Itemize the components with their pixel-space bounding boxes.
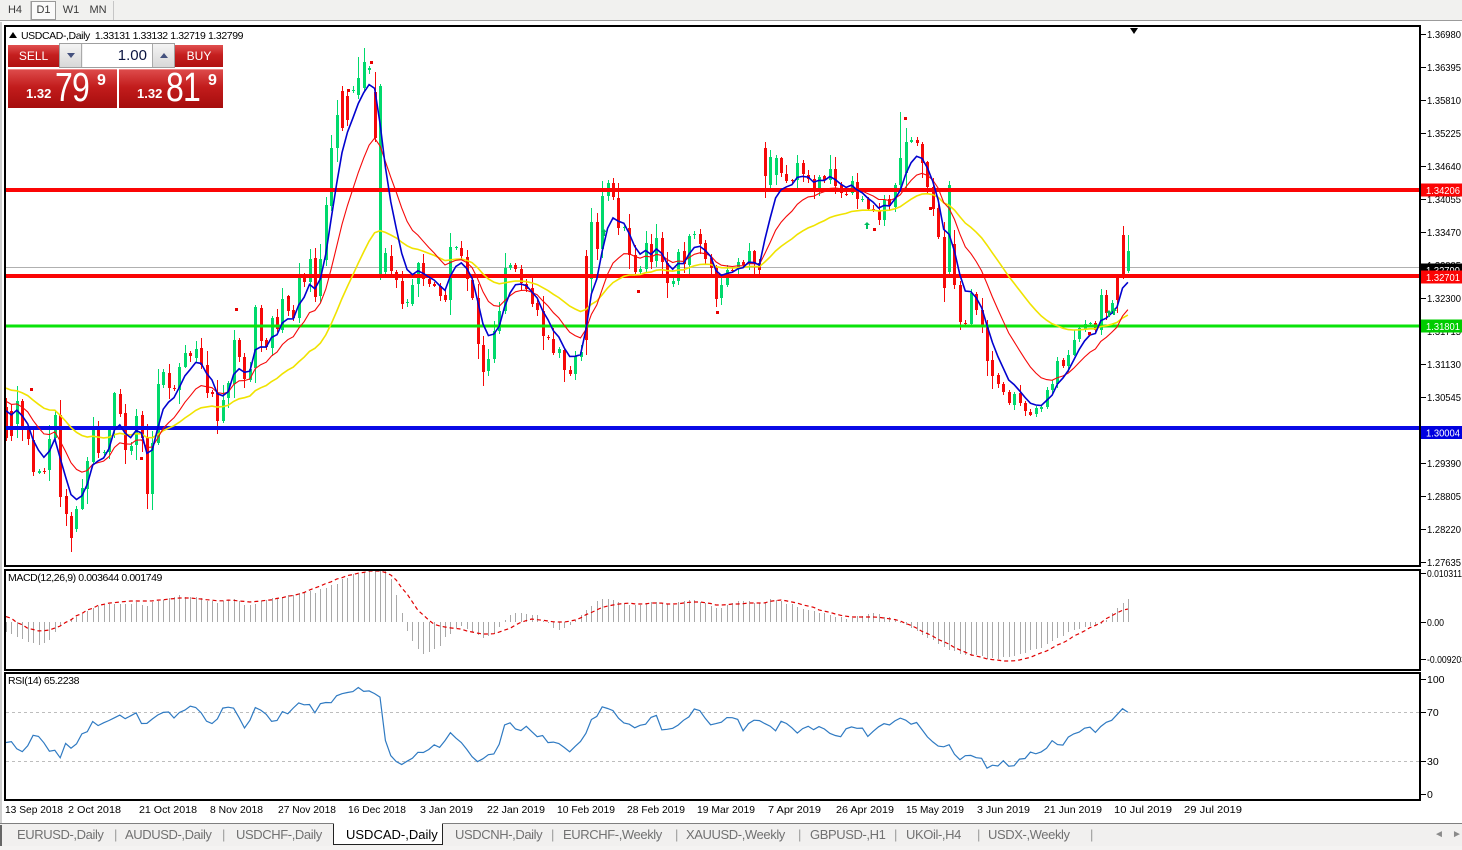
svg-text:1.31801: 1.31801 <box>1426 321 1460 333</box>
svg-text:22 Jan 2019: 22 Jan 2019 <box>487 804 545 816</box>
svg-text:1.27635: 1.27635 <box>1427 557 1461 569</box>
svg-text:21 Oct 2018: 21 Oct 2018 <box>139 804 197 816</box>
svg-text:0.010311: 0.010311 <box>1427 568 1462 580</box>
svg-text:2 Oct 2018: 2 Oct 2018 <box>68 804 121 816</box>
svg-text:29 Jul 2019: 29 Jul 2019 <box>1184 804 1242 816</box>
svg-text:0: 0 <box>1427 789 1433 801</box>
svg-text:1.30545: 1.30545 <box>1427 392 1461 404</box>
svg-text:1.34640: 1.34640 <box>1427 161 1461 173</box>
svg-text:21 Jun 2019: 21 Jun 2019 <box>1044 804 1102 816</box>
svg-text:1.35225: 1.35225 <box>1427 128 1461 140</box>
svg-text:1.31130: 1.31130 <box>1427 359 1461 371</box>
svg-text:1.36395: 1.36395 <box>1427 62 1461 74</box>
svg-text:8 Nov 2018: 8 Nov 2018 <box>210 804 263 816</box>
svg-text:1.28220: 1.28220 <box>1427 524 1461 536</box>
svg-text:15 May 2019: 15 May 2019 <box>906 804 964 816</box>
svg-text:10 Feb 2019: 10 Feb 2019 <box>557 804 615 816</box>
svg-text:28 Feb 2019: 28 Feb 2019 <box>627 804 685 816</box>
svg-text:1.34055: 1.34055 <box>1427 194 1461 206</box>
svg-text:1.32701: 1.32701 <box>1426 272 1460 284</box>
svg-text:-0.009203: -0.009203 <box>1427 654 1462 666</box>
svg-text:1.28805: 1.28805 <box>1427 491 1461 503</box>
svg-text:19 Mar 2019: 19 Mar 2019 <box>697 804 755 816</box>
svg-text:27 Nov 2018: 27 Nov 2018 <box>278 804 336 816</box>
svg-text:1.30004: 1.30004 <box>1426 428 1460 440</box>
svg-text:1.29390: 1.29390 <box>1427 458 1461 470</box>
svg-text:1.32300: 1.32300 <box>1427 293 1461 305</box>
svg-text:16 Dec 2018: 16 Dec 2018 <box>348 804 406 816</box>
svg-text:100: 100 <box>1427 674 1445 686</box>
svg-text:3 Jun 2019: 3 Jun 2019 <box>977 804 1030 816</box>
svg-text:13 Sep 2018: 13 Sep 2018 <box>5 804 63 816</box>
svg-text:70: 70 <box>1427 707 1439 719</box>
svg-text:3 Jan 2019: 3 Jan 2019 <box>420 804 473 816</box>
svg-text:30: 30 <box>1427 756 1439 768</box>
svg-text:0.00: 0.00 <box>1427 617 1444 629</box>
svg-text:7 Apr 2019: 7 Apr 2019 <box>768 804 821 816</box>
svg-text:26 Apr 2019: 26 Apr 2019 <box>836 804 894 816</box>
svg-text:1.36980: 1.36980 <box>1427 29 1461 41</box>
svg-text:10 Jul 2019: 10 Jul 2019 <box>1114 804 1172 816</box>
svg-text:1.35810: 1.35810 <box>1427 95 1461 107</box>
svg-text:1.33470: 1.33470 <box>1427 227 1461 239</box>
svg-text:1.34206: 1.34206 <box>1426 185 1460 197</box>
